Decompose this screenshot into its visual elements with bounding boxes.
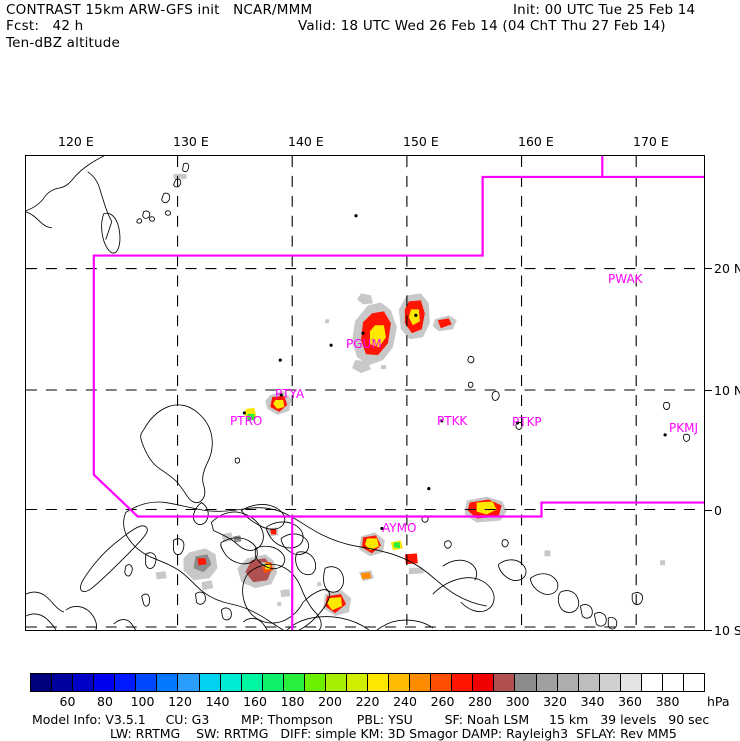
cell-carolines [243,391,292,421]
colorbar-swatch-22 [494,674,516,691]
lat-label-0: 0 [714,503,722,518]
station-label-pwak: PWAK [608,272,643,286]
colorbar-swatch-11 [262,674,284,691]
lat-tick-20n [705,268,712,270]
lat-tick-0 [705,510,712,512]
colorbar-tick-100: 100 [130,694,155,709]
colorbar-swatch-9 [220,674,242,691]
lat-tick-10s [705,630,712,632]
scattered-echoes [173,173,666,607]
colorbar-swatch-13 [304,674,326,691]
gridlines [26,156,704,630]
header-valid-time: Valid: 18 UTC Wed 26 Feb 14 (04 ChT Thu … [298,18,666,34]
station-label-ptro: PTRO [230,414,263,428]
colorbar-swatch-27 [599,674,621,691]
colorbar-tick-260: 260 [430,694,455,709]
colorbar-unit-label: hPa [707,694,730,709]
colorbar-swatch-14 [325,674,347,691]
colorbar-swatch-8 [199,674,221,691]
colorbar-swatch-4 [115,674,137,691]
lon-label-140e: 140 E [288,134,324,149]
colorbar-swatch-2 [73,674,95,691]
header-init-time: Init: 00 UTC Tue 25 Feb 14 [513,2,696,18]
lon-label-120e: 120 E [58,134,94,149]
lat-tick-10n [705,390,712,392]
colorbar-swatch-18 [410,674,432,691]
station-label-ptya: PTYA [275,387,305,401]
colorbar-swatch-1 [52,674,74,691]
colorbar-swatch-20 [452,674,474,691]
colorbar-tick-220: 220 [355,694,380,709]
station-label-pgum: PGUM [346,337,382,351]
reflectivity-field [155,173,666,617]
coastlines [26,156,691,630]
lat-label-10n: 10 N [714,383,740,398]
header-field-name: Ten-dBZ altitude [6,35,121,51]
station-label-ptkk: PTKK [437,414,468,428]
map-canvas [26,156,704,630]
station-dots [242,214,667,531]
colorbar-tick-120: 120 [168,694,192,709]
colorbar-swatch-30 [662,674,684,691]
colorbar-tick-300: 300 [505,694,530,709]
colorbar-swatch-21 [473,674,495,691]
station-label-ptkp: PTKP [512,415,542,429]
colorbar-tick-340: 340 [580,694,605,709]
colorbar-tick-360: 360 [618,694,642,709]
lon-label-160e: 160 E [518,134,554,149]
colorbar-swatch-15 [346,674,368,691]
colorbar-swatch-19 [431,674,453,691]
station-label-aymo: AYMO [382,521,417,535]
colorbar-swatch-17 [389,674,411,691]
lat-label-20n: 20 N [714,261,740,276]
colorbar-swatch-28 [620,674,642,691]
lon-label-130e: 130 E [173,134,209,149]
colorbar-swatch-24 [536,674,558,691]
lon-label-170e: 170 E [633,134,669,149]
colorbar-swatch-3 [94,674,116,691]
colorbar-swatch-26 [578,674,600,691]
colorbar-swatch-5 [136,674,158,691]
model-info-line-1: Model Info: V3.5.1 CU: G3 MP: Thompson P… [32,712,710,727]
colorbar-swatch-31 [683,674,704,691]
colorbar-tick-160: 160 [243,694,267,709]
colorbar-swatch-0 [31,674,53,691]
colorbar-tick-140: 140 [205,694,230,709]
header-forecast-hour: Fcst: 42 h [6,18,84,34]
model-info-line-2: LW: RRTMG SW: RRTMG DIFF: simple KM: 3D … [110,726,677,741]
cell-guam [352,293,397,374]
station-label-pkmj: PKMJ [669,421,698,435]
colorbar-tick-280: 280 [468,694,492,709]
forecast-map[interactable]: PGUM PWAK PTYA PTRO PTKK PTKP PKMJ AYMO [25,155,705,631]
lon-label-150e: 150 E [403,134,439,149]
colorbar-swatch-29 [641,674,663,691]
header-model-line: CONTRAST 15km ARW-GFS init NCAR/MMM [6,2,313,18]
colorbar-swatch-12 [283,674,305,691]
colorbar-tick-320: 320 [543,694,567,709]
lat-label-10s: 10 S [714,623,740,638]
colorbar-tick-180: 180 [280,694,305,709]
colorbar-tick-380: 380 [655,694,680,709]
colorbar-tick-60: 60 [59,694,76,709]
cell-papua [155,527,291,598]
colorbar-swatch-23 [515,674,537,691]
cell-png-north [359,532,424,575]
colorbar-swatch-25 [557,674,579,691]
cell-png-interior [323,570,374,617]
colorbar-tick-240: 240 [393,694,417,709]
colorbar-swatch-10 [241,674,263,691]
colorbar-swatch-16 [368,674,390,691]
colorbar[interactable] [30,673,705,692]
colorbar-swatch-7 [178,674,200,691]
cell-marianas [398,293,457,340]
colorbar-tick-80: 80 [97,694,113,709]
colorbar-tick-200: 200 [318,694,342,709]
colorbar-swatch-6 [157,674,179,691]
fir-boundary [92,156,704,630]
